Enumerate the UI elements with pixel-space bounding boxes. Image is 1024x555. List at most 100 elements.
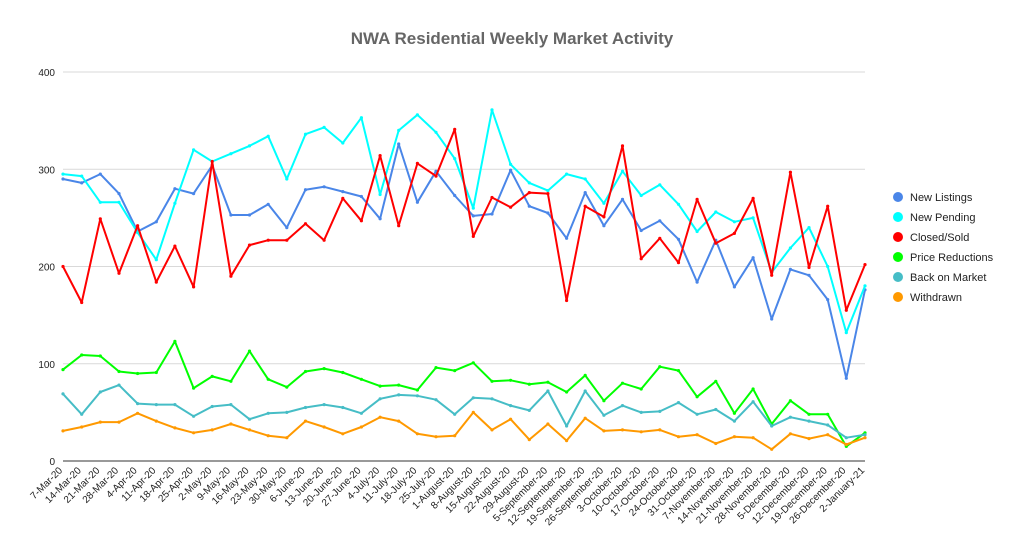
data-point — [322, 125, 326, 129]
data-point — [359, 219, 363, 223]
data-point — [61, 368, 65, 372]
data-point — [695, 433, 699, 437]
data-point — [247, 213, 252, 217]
data-point — [247, 417, 252, 421]
data-point — [732, 285, 737, 289]
data-point — [565, 236, 569, 240]
data-point — [98, 390, 102, 394]
data-point — [639, 257, 643, 261]
data-point — [751, 196, 755, 200]
legend-marker — [893, 192, 903, 202]
data-point — [434, 174, 438, 178]
data-point — [714, 407, 718, 412]
data-point — [397, 224, 401, 228]
data-point — [415, 394, 419, 398]
legend-marker — [893, 272, 903, 282]
data-point — [136, 402, 140, 406]
data-point — [359, 116, 363, 120]
data-point — [658, 428, 662, 432]
series-group — [61, 108, 867, 335]
data-point — [844, 442, 848, 447]
data-point — [807, 437, 811, 441]
data-point — [453, 434, 457, 438]
series-lines — [61, 108, 867, 451]
data-point — [322, 425, 326, 429]
data-point — [303, 419, 308, 423]
data-point — [565, 424, 569, 428]
data-point — [602, 224, 606, 228]
data-point — [527, 204, 531, 208]
data-point — [415, 113, 419, 117]
data-point — [844, 376, 848, 380]
data-point — [788, 432, 793, 436]
data-point — [714, 441, 718, 446]
data-point — [397, 383, 401, 387]
data-point — [453, 157, 457, 161]
data-point — [154, 370, 158, 375]
data-point — [285, 385, 289, 389]
data-point — [285, 238, 289, 242]
data-point — [788, 170, 793, 174]
data-point — [527, 408, 531, 412]
data-point — [154, 419, 158, 423]
data-point — [285, 410, 289, 414]
data-point — [546, 389, 550, 393]
data-point — [266, 377, 270, 381]
data-point — [695, 280, 699, 284]
data-point — [415, 388, 419, 392]
data-point — [80, 425, 84, 429]
data-point — [173, 426, 177, 430]
data-point — [770, 317, 774, 321]
legend-label: Back on Market — [910, 272, 986, 284]
data-point — [602, 215, 606, 219]
data-point — [844, 331, 848, 335]
data-point — [192, 386, 196, 390]
data-point — [210, 428, 214, 432]
data-point — [509, 162, 513, 166]
data-point — [807, 273, 811, 277]
data-point — [807, 419, 811, 423]
data-point — [509, 378, 513, 382]
data-point — [173, 339, 177, 343]
data-point — [285, 177, 289, 181]
legend-label: Closed/Sold — [910, 232, 969, 244]
data-point — [397, 419, 401, 423]
data-point — [509, 168, 513, 172]
series-line — [62, 340, 866, 448]
data-point — [359, 194, 363, 199]
data-point — [471, 234, 475, 238]
data-point — [415, 200, 419, 204]
data-point — [639, 430, 643, 434]
data-point — [695, 197, 699, 201]
data-point — [732, 411, 737, 415]
series-group — [61, 383, 867, 440]
data-point — [826, 433, 830, 437]
data-point — [117, 192, 121, 196]
data-point — [826, 204, 830, 208]
data-point — [229, 403, 233, 407]
legend-marker — [893, 252, 903, 262]
data-point — [826, 298, 830, 302]
data-point — [61, 392, 65, 396]
data-point — [583, 204, 587, 208]
data-point — [266, 238, 270, 242]
data-point — [247, 349, 252, 353]
data-point — [397, 142, 401, 146]
data-point — [807, 226, 811, 230]
data-point — [434, 130, 438, 134]
data-point — [434, 366, 438, 370]
data-point — [98, 217, 102, 221]
legend-label: New Pending — [910, 212, 975, 224]
data-point — [80, 174, 84, 178]
series-line — [62, 384, 866, 439]
data-point — [192, 285, 196, 289]
data-point — [658, 183, 662, 187]
data-point — [117, 271, 121, 275]
data-point — [583, 373, 587, 377]
data-point — [788, 399, 793, 403]
data-point — [471, 410, 475, 414]
data-point — [192, 148, 196, 152]
data-point — [639, 410, 643, 414]
y-tick-label: 100 — [38, 360, 55, 371]
